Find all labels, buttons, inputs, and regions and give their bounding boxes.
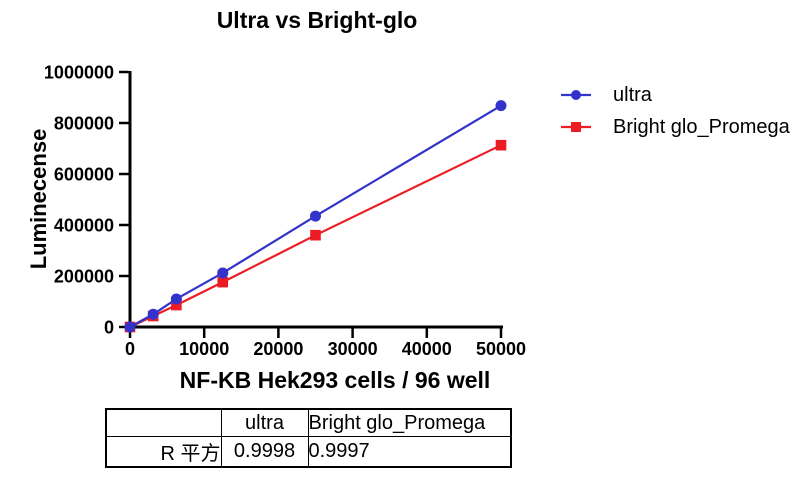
table-corner-cell [105,408,222,437]
svg-text:1000000: 1000000 [44,63,114,83]
svg-text:0: 0 [104,318,114,338]
legend-item-bright-glo: Bright glo_Promega [560,115,790,138]
svg-text:600000: 600000 [54,165,114,185]
svg-text:10000: 10000 [179,339,229,359]
x-axis-title: NF-KB Hek293 cells / 96 well [179,367,491,393]
table-row-r-squared: R 平方 0.9998 0.9997 [105,436,512,468]
bright-glo-series-marker-icon [561,122,591,132]
r-squared-table: ultra Bright glo_Promega R 平方 0.9998 0.9… [105,408,512,468]
chart-title: Ultra vs Bright-glo [216,7,418,33]
svg-text:50000: 50000 [476,339,526,359]
legend-item-ultra: ultra [560,83,790,106]
table-value-bright-glo-r2: 0.9997 [307,436,512,468]
ultra-series-marker-icon [561,90,591,100]
svg-text:40000: 40000 [402,339,452,359]
legend-label-bright-glo: Bright glo_Promega [613,115,790,138]
table-col-header-ultra: ultra [220,408,309,437]
svg-text:20000: 20000 [253,339,303,359]
table-value-ultra-r2: 0.9998 [220,436,309,468]
svg-text:800000: 800000 [54,114,114,134]
svg-text:400000: 400000 [54,216,114,236]
table-row-header-r-squared: R 平方 [105,436,222,468]
legend: ultra Bright glo_Promega [560,83,790,149]
svg-text:200000: 200000 [54,267,114,287]
svg-text:30000: 30000 [328,339,378,359]
svg-text:0: 0 [125,339,135,359]
table-header-row: ultra Bright glo_Promega [105,408,512,437]
legend-label-ultra: ultra [613,83,652,106]
table-col-header-bright-glo: Bright glo_Promega [307,408,512,437]
plot-svg: 0 200000 400000 600000 800000 1000000 0 10000 20… [44,63,526,360]
